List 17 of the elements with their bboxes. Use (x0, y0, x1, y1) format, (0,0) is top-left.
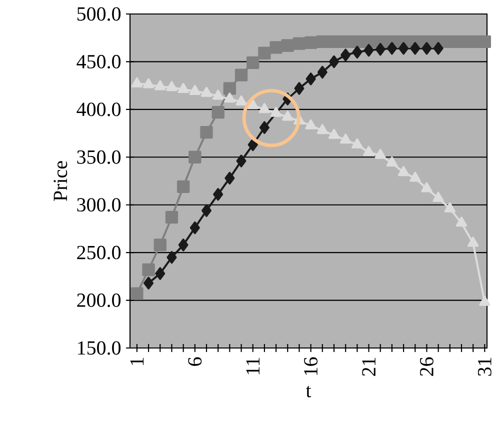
x-axis-title: t (306, 386, 312, 398)
y-tick-label: 350.0 (77, 150, 121, 164)
x-tick-label: 16 (304, 357, 318, 375)
y-tick-label: 150.0 (78, 341, 121, 355)
x-tick-label: 6 (188, 357, 202, 366)
y-tick-label: 300.0 (77, 198, 121, 212)
y-axis-title: Price (54, 161, 68, 201)
x-tick-label: 11 (246, 358, 260, 374)
x-tick-label: 26 (420, 357, 434, 376)
y-tick-label: 200.0 (77, 293, 121, 308)
y-tick-label: 450.0 (76, 54, 121, 69)
x-tick-label: 31 (478, 358, 492, 376)
y-tick-label: 500.0 (77, 7, 121, 21)
y-tick-label: 250.0 (77, 246, 121, 260)
y-tick-label: 400.0 (76, 102, 121, 116)
x-tick-label: 1 (130, 358, 144, 365)
x-tick-label: 21 (362, 358, 376, 376)
